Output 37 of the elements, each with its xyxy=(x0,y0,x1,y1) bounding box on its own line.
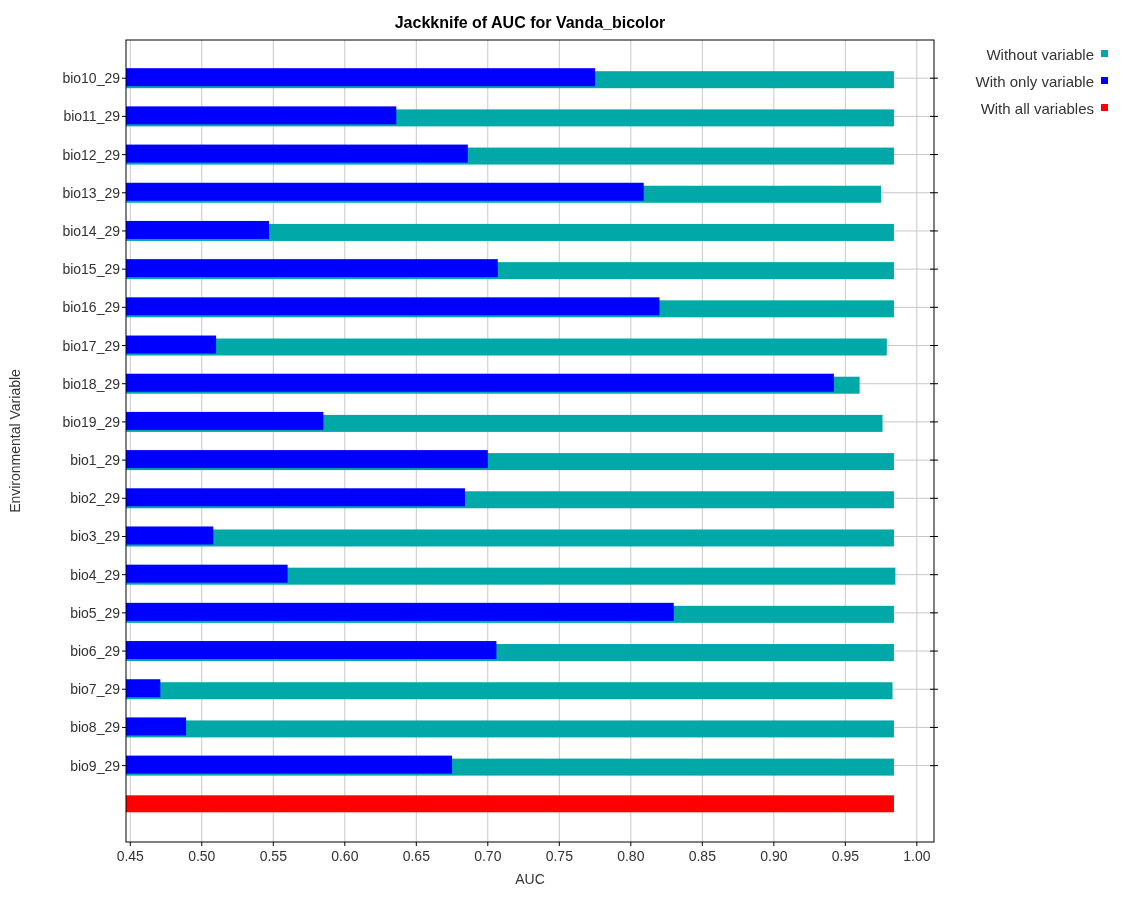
x-tick-label: 0.65 xyxy=(402,848,431,864)
y-tick-label: bio17_29 xyxy=(62,337,121,354)
x-tick-label: 0.45 xyxy=(116,848,145,864)
y-tick-label: bio13_29 xyxy=(62,184,121,201)
y-axis-title: Environmental Variable xyxy=(7,368,23,513)
legend-label: Without variable xyxy=(986,46,1094,63)
y-tick-label: bio8_29 xyxy=(70,719,121,736)
y-tick-label: bio14_29 xyxy=(62,222,121,239)
y-tick-label: bio2_29 xyxy=(70,490,121,507)
x-tick-label: 0.85 xyxy=(688,848,717,864)
x-tick-label: 0.55 xyxy=(259,848,288,864)
x-tick-label: 0.75 xyxy=(545,848,574,864)
x-tick-label: 1.00 xyxy=(903,848,931,864)
y-tick-label: bio12_29 xyxy=(62,146,121,163)
x-tick-label: 0.95 xyxy=(831,848,860,864)
y-tick-label: bio11_29 xyxy=(63,108,121,125)
y-tick-label: bio1_29 xyxy=(70,452,121,469)
y-tick-label: bio7_29 xyxy=(70,681,121,698)
y-tick-label: bio18_29 xyxy=(62,375,121,392)
x-tick-label: 0.60 xyxy=(331,848,359,864)
y-tick-label: bio3_29 xyxy=(70,528,121,545)
y-tick-label: bio5_29 xyxy=(70,604,121,621)
y-tick-label: bio4_29 xyxy=(70,566,121,583)
y-tick-label: bio16_29 xyxy=(62,299,121,316)
y-tick-label: bio15_29 xyxy=(62,261,121,278)
y-tick-label: bio10_29 xyxy=(62,70,121,87)
x-tick-label: 0.80 xyxy=(617,848,645,864)
y-tick-label: bio6_29 xyxy=(70,643,121,660)
legend-label: With all variables xyxy=(980,100,1094,117)
x-axis-title: AUC xyxy=(515,871,545,887)
x-tick-label: 0.70 xyxy=(474,848,502,864)
x-tick-label: 0.90 xyxy=(760,848,788,864)
x-tick-label: 0.50 xyxy=(188,848,216,864)
y-tick-label: bio19_29 xyxy=(62,413,121,430)
legend-label: With only variable xyxy=(975,73,1094,90)
chart-title: Jackknife of AUC for Vanda_bicolor xyxy=(394,14,666,31)
y-tick-label: bio9_29 xyxy=(70,757,121,774)
